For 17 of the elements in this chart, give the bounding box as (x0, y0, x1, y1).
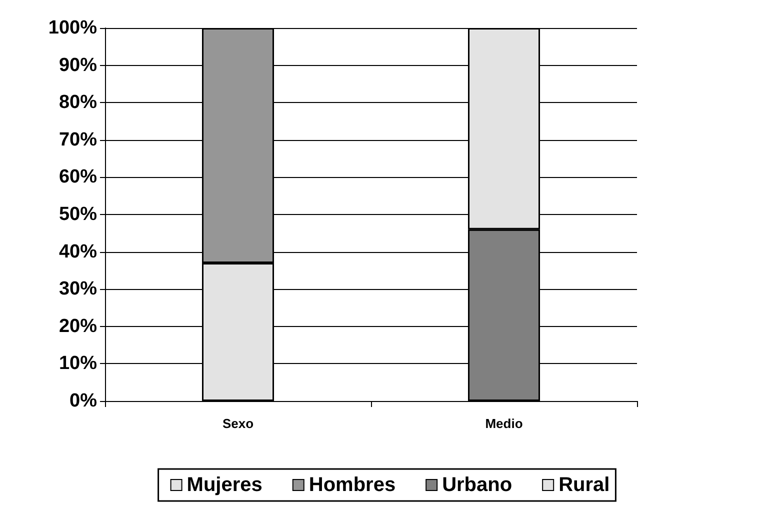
x-tick-label: Medio (485, 416, 523, 431)
y-tick-label: 0% (70, 390, 98, 412)
y-tick-label: 50% (58, 204, 98, 225)
y-tick-label: 70% (58, 129, 98, 150)
x-tick-label: Sexo (222, 416, 254, 431)
y-tick-label: 60% (58, 166, 98, 188)
legend-label: Mujeres (186, 474, 262, 496)
legend-label: Rural (558, 474, 610, 496)
y-tick-label: 20% (58, 316, 98, 337)
y-tick-label: 80% (58, 92, 98, 114)
y-tick-label: 30% (58, 278, 98, 300)
y-tick-label: 90% (58, 54, 98, 76)
y-tick-label: 10% (58, 353, 98, 374)
y-tick-label: 100% (48, 18, 98, 38)
legend-label: Hombres (308, 474, 396, 496)
y-tick-label: 40% (58, 241, 98, 262)
legend-label: Urbano (442, 474, 512, 496)
